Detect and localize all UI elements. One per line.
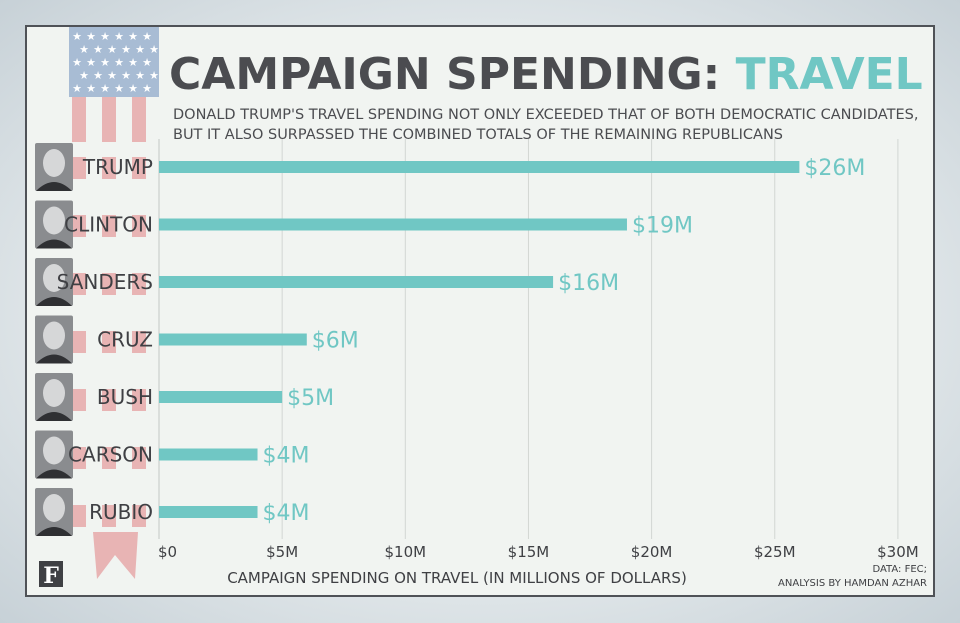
candidate-label: TRUMP [82, 155, 153, 179]
x-tick-label: $20M [631, 543, 673, 561]
flag-star: ★ [114, 30, 124, 43]
candidate-photo [35, 430, 73, 479]
bar [159, 218, 627, 231]
flag-star: ★ [121, 43, 131, 56]
bar [159, 391, 283, 403]
value-label: $16M [558, 271, 619, 296]
bar [159, 506, 258, 518]
value-label: $4M [263, 501, 310, 526]
title-accent: TRAVEL [736, 49, 923, 100]
flag-star: ★ [142, 56, 152, 69]
flag-star: ★ [100, 82, 110, 95]
flag-star: ★ [100, 56, 110, 69]
flag-stripe [72, 97, 86, 142]
flag-decoration: ★ ★ ★ ★ ★ ★★ ★ ★ ★ ★ ★★ ★ ★ ★ ★ ★★ ★ ★ ★ ★ ★★ ★ ★ ★ ★ ★ [69, 27, 159, 579]
bar [159, 276, 554, 288]
flag-star: ★ [114, 82, 124, 95]
flag-stripe [132, 97, 146, 142]
value-label: $4M [263, 444, 310, 469]
flag-star: ★ [128, 30, 138, 43]
value-labels: $26M $19M $16M $6M $5M $4M $4M [263, 156, 866, 526]
flag-star: ★ [128, 82, 138, 95]
flag-stripe [102, 97, 116, 142]
bars [159, 161, 800, 518]
flag-star: ★ [86, 82, 96, 95]
flag-star: ★ [128, 56, 138, 69]
subtitle-line-2: BUT IT ALSO SURPASSED THE COMBINED TOTAL… [173, 127, 783, 143]
flag-canton [69, 27, 159, 97]
x-tick-label: $5M [266, 543, 298, 561]
flag-star: ★ [142, 30, 152, 43]
flag-star: ★ [93, 43, 103, 56]
flag-star: ★ [100, 30, 110, 43]
candidate-label: BUSH [97, 385, 153, 409]
value-label: $6M [312, 329, 359, 354]
x-tick-label: $10M [385, 543, 427, 561]
flag-star: ★ [72, 56, 82, 69]
candidate-photo [35, 143, 73, 191]
bar [159, 333, 307, 346]
x-axis-title: CAMPAIGN SPENDING ON TRAVEL (IN MILLIONS… [227, 569, 687, 587]
flag-tail [93, 532, 138, 579]
flag-star: ★ [142, 82, 152, 95]
candidate-photos [35, 143, 73, 536]
flag-star: ★ [135, 43, 145, 56]
candidate-labels: TRUMP CLINTON SANDERS CRUZ BUSH CARSON RUBIO [57, 155, 153, 524]
source-line-2: ANALYSIS BY HAMDAN AZHAR [778, 578, 927, 589]
candidate-label: RUBIO [89, 500, 153, 524]
flag-star: ★ [72, 30, 82, 43]
flag-star: ★ [149, 43, 159, 56]
bar [159, 161, 800, 173]
candidate-photo [35, 488, 73, 536]
bar-chart: ★ ★ ★ ★ ★ ★★ ★ ★ ★ ★ ★★ ★ ★ ★ ★ ★★ ★ ★ ★ ★ ★★ ★ ★ ★ ★ ★ CAMPAIGN … [35, 27, 927, 589]
candidate-photo [35, 315, 73, 364]
flag-star: ★ [79, 69, 89, 82]
flag-star: ★ [107, 43, 117, 56]
logo-letter: F [43, 563, 59, 589]
source-line-1: DATA: FEC; [872, 564, 927, 575]
flag-star: ★ [72, 82, 82, 95]
x-tick-label: $25M [754, 543, 796, 561]
flag-star: ★ [79, 43, 89, 56]
title-main: CAMPAIGN SPENDING: [169, 49, 720, 100]
candidate-label: CARSON [68, 443, 153, 467]
flag-star: ★ [107, 69, 117, 82]
bar [159, 448, 258, 461]
subtitle-line-1: DONALD TRUMP'S TRAVEL SPENDING NOT ONLY … [173, 107, 918, 123]
logo-box [39, 561, 63, 587]
value-label: $19M [632, 214, 693, 239]
chart-frame: ★ ★ ★ ★ ★ ★ ★ ★ ★ ★ ★ ★ ★ ★ ★ ★ ★ ★ ★ ★ ★ ★ ★ ★ ★ ★ ★ ★ ★ ★ CAMPAIGN … [25, 25, 935, 597]
flag-star: ★ [149, 69, 159, 82]
flag-star: ★ [121, 69, 131, 82]
flag-star: ★ [114, 56, 124, 69]
x-tick-labels: $0 $5M $10M $15M $20M $25M $30M [158, 543, 919, 561]
flag-star: ★ [86, 56, 96, 69]
chart-title: CAMPAIGN SPENDING: TRAVEL [169, 49, 923, 100]
candidate-label: SANDERS [57, 270, 153, 294]
x-tick-label: $0 [158, 543, 177, 561]
flag-star: ★ [93, 69, 103, 82]
candidate-photo [35, 258, 73, 306]
candidate-label: CRUZ [97, 328, 153, 352]
candidate-photo [35, 373, 73, 421]
x-tick-label: $15M [508, 543, 550, 561]
value-label: $5M [287, 386, 334, 411]
flag-star: ★ [86, 30, 96, 43]
flag-star: ★ [135, 69, 145, 82]
x-tick-label: $30M [877, 543, 919, 561]
value-label: $26M [804, 156, 865, 181]
candidate-photo [35, 200, 73, 249]
candidate-label: CLINTON [64, 213, 153, 237]
